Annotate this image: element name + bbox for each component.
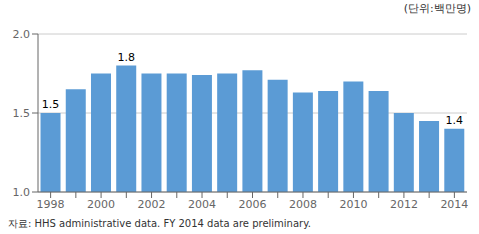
svg-text:2010: 2010 xyxy=(339,198,367,211)
svg-text:1.0: 1.0 xyxy=(13,186,31,199)
html-text:자료: HHS administrative data. F: 자료: HHS administrative data. FY 2014 dat… xyxy=(8,218,311,229)
html-text:(단위:백만명): (단위:백만명) xyxy=(403,2,471,15)
svg-text:2014: 2014 xyxy=(440,198,468,211)
svg-text:1998: 1998 xyxy=(37,198,65,211)
svg-text:1.8: 1.8 xyxy=(117,51,135,64)
svg-text:1.5: 1.5 xyxy=(13,107,31,120)
svg-text:2000: 2000 xyxy=(87,198,115,211)
svg-text:2.0: 2.0 xyxy=(13,28,31,41)
svg-text:2002: 2002 xyxy=(138,198,166,211)
svg-text:2004: 2004 xyxy=(188,198,216,211)
svg-text:2008: 2008 xyxy=(289,198,317,211)
svg-text:1.5: 1.5 xyxy=(42,98,60,111)
svg-text:1.4: 1.4 xyxy=(446,114,464,127)
svg-text:2006: 2006 xyxy=(239,198,267,211)
svg-text:2012: 2012 xyxy=(390,198,418,211)
